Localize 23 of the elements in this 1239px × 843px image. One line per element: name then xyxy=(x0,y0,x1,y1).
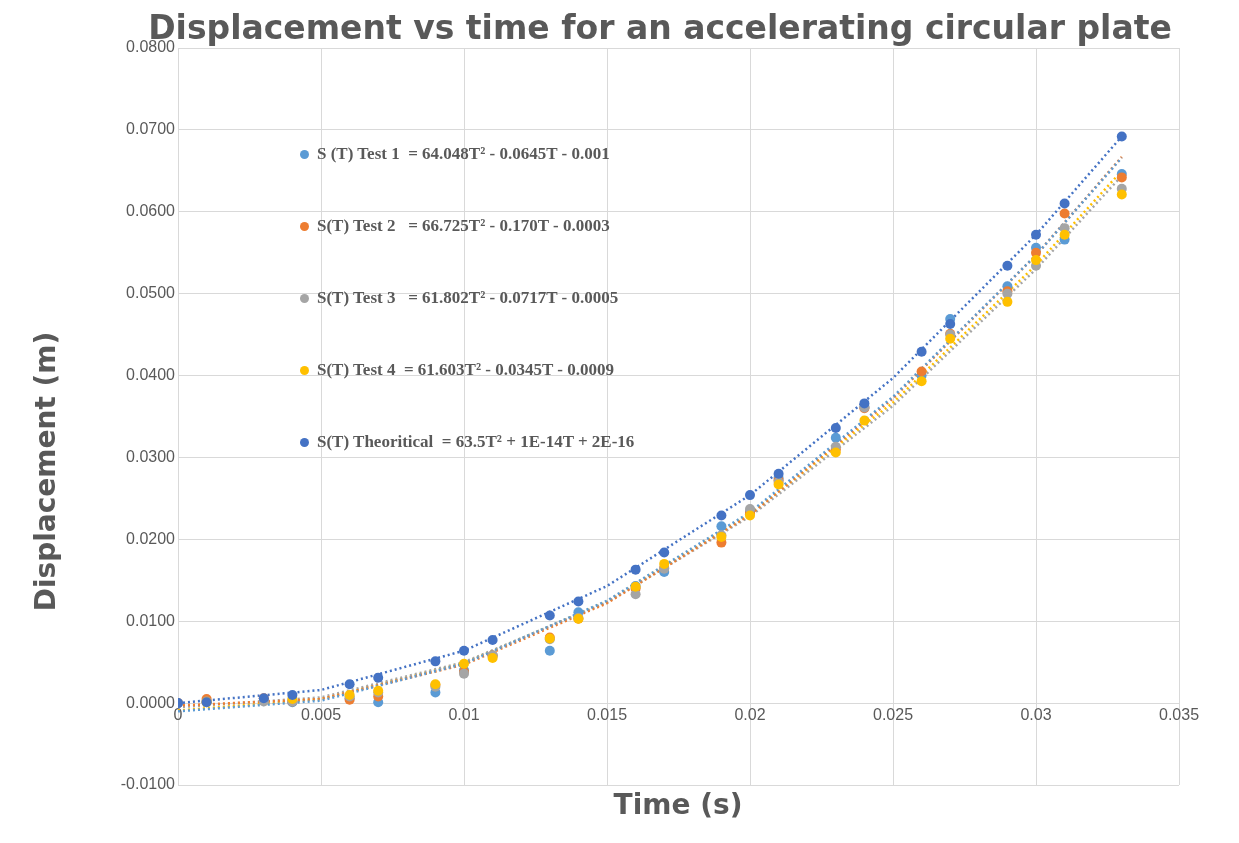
y-axis-title: Displacement (m) xyxy=(28,330,62,614)
x-axis-title: Time (s) xyxy=(612,788,744,821)
y-tick-label: 0.0400 xyxy=(126,365,176,383)
y-tick-label: 0.0100 xyxy=(126,611,176,629)
y-tick-label: 0.0700 xyxy=(126,120,176,138)
legend-label: S(T) Test 4 = 61.603T² - 0.0345T - 0.0009 xyxy=(317,360,614,380)
legend-label: S (T) Test 1 = 64.048T² - 0.0645T - 0.001 xyxy=(317,144,610,164)
y-tick-label: 0.0200 xyxy=(126,529,176,547)
x-tick-label: 0.01 xyxy=(448,706,480,724)
x-tick-label: 0 xyxy=(173,706,183,724)
x-tick-label: 0.035 xyxy=(1158,706,1200,724)
x-tick-label: 0.025 xyxy=(872,706,914,724)
x-tick-label: 0.005 xyxy=(300,706,342,724)
legend-label: S(T) Theoritical = 63.5T² + 1E-14T + 2E-16 xyxy=(317,432,635,452)
y-tick-label: 0.0500 xyxy=(126,284,176,302)
legend-label: S(T) Test 3 = 61.802T² - 0.0717T - 0.0005 xyxy=(317,288,619,308)
x-tick-label: 0.015 xyxy=(586,706,628,724)
y-tick-label: 0.0300 xyxy=(126,447,176,465)
y-tick-label: -0.0100 xyxy=(120,775,176,793)
x-tick-label: 0.03 xyxy=(1020,706,1052,724)
y-tick-label: 0.0600 xyxy=(126,202,176,220)
x-tick-label: 0.02 xyxy=(734,706,766,724)
legend-label: S(T) Test 2 = 66.725T² - 0.170T - 0.0003 xyxy=(317,216,610,236)
